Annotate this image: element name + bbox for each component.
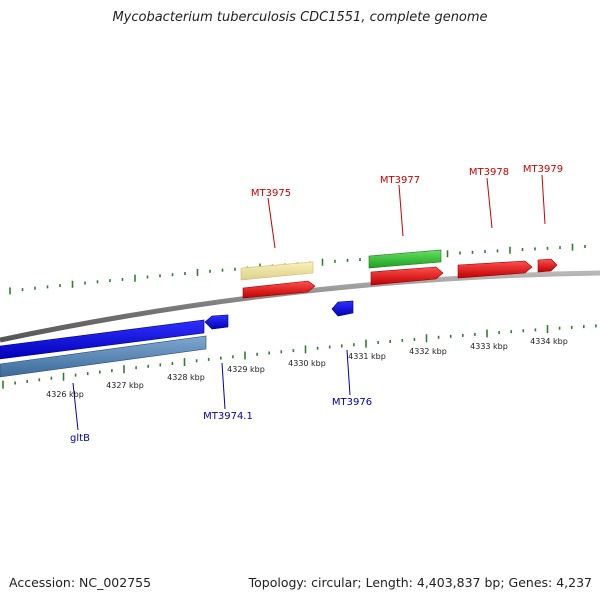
gene-label-MT3974.1[interactable]: MT3974.1 xyxy=(203,411,253,422)
map-title: Mycobacterium tuberculosis CDC1551, comp… xyxy=(112,10,488,25)
leader-MT3974.1 xyxy=(221,362,226,410)
leader-MT3978 xyxy=(486,177,493,229)
scale-label: 4330 kbp xyxy=(288,359,326,368)
leader-MT3979 xyxy=(541,174,546,225)
scale-label: 4331 kbp xyxy=(348,352,386,361)
gene-feature-gltB[interactable] xyxy=(0,319,205,360)
gene-feature-MT3975[interactable] xyxy=(242,280,316,299)
reverse-strand-genes xyxy=(0,300,354,378)
gene-label-MT3976[interactable]: MT3976 xyxy=(332,397,372,408)
scale-label: 4329 kbp xyxy=(227,365,265,374)
gene-feature-MT3976[interactable] xyxy=(331,300,354,317)
leader-MT3977 xyxy=(398,184,404,237)
gene-label-MT3979[interactable]: MT3979 xyxy=(523,164,563,175)
gene-labels: MT3975 MT3977 MT3978 MT3979 MT3974.1 MT3… xyxy=(70,164,563,444)
accession-text: Accession: NC_002755 xyxy=(9,575,152,590)
gene-label-leaders xyxy=(72,174,546,431)
scale-label: 4327 kbp xyxy=(106,381,144,390)
gene-label-MT3977[interactable]: MT3977 xyxy=(380,175,420,186)
leader-MT3975 xyxy=(267,197,276,249)
scale-label: 4332 kbp xyxy=(409,347,447,356)
gene-label-MT3975[interactable]: MT3975 xyxy=(251,188,291,199)
gene-feature-MT3974.1[interactable] xyxy=(204,314,229,330)
gene-feature-gltB-steel[interactable] xyxy=(0,335,207,378)
gene-label-gltB[interactable]: gltB xyxy=(70,433,90,444)
gene-feature-MT3979[interactable] xyxy=(537,258,558,273)
gene-feature-MT3978[interactable] xyxy=(457,260,533,279)
scale-label: 4328 kbp xyxy=(167,373,205,382)
gene-feature-MT3977-green[interactable] xyxy=(368,249,442,269)
scale-tick-ring xyxy=(2,324,597,389)
scale-label: 4333 kbp xyxy=(470,342,508,351)
scale-label: 4326 kbp xyxy=(46,390,84,399)
scale-label: 4334 kbp xyxy=(530,337,568,346)
gene-label-MT3978[interactable]: MT3978 xyxy=(469,167,509,178)
scale-labels: 4326 kbp 4327 kbp 4328 kbp 4329 kbp 4330… xyxy=(46,337,568,399)
leader-gltB xyxy=(72,382,79,431)
gene-feature-MT3977[interactable] xyxy=(370,266,444,286)
genome-summary-text: Topology: circular; Length: 4,403,837 bp… xyxy=(248,575,592,590)
gene-feature-MT3975-khaki[interactable] xyxy=(240,261,314,281)
forward-strand-genes xyxy=(240,249,558,299)
leader-MT3976 xyxy=(346,349,351,396)
